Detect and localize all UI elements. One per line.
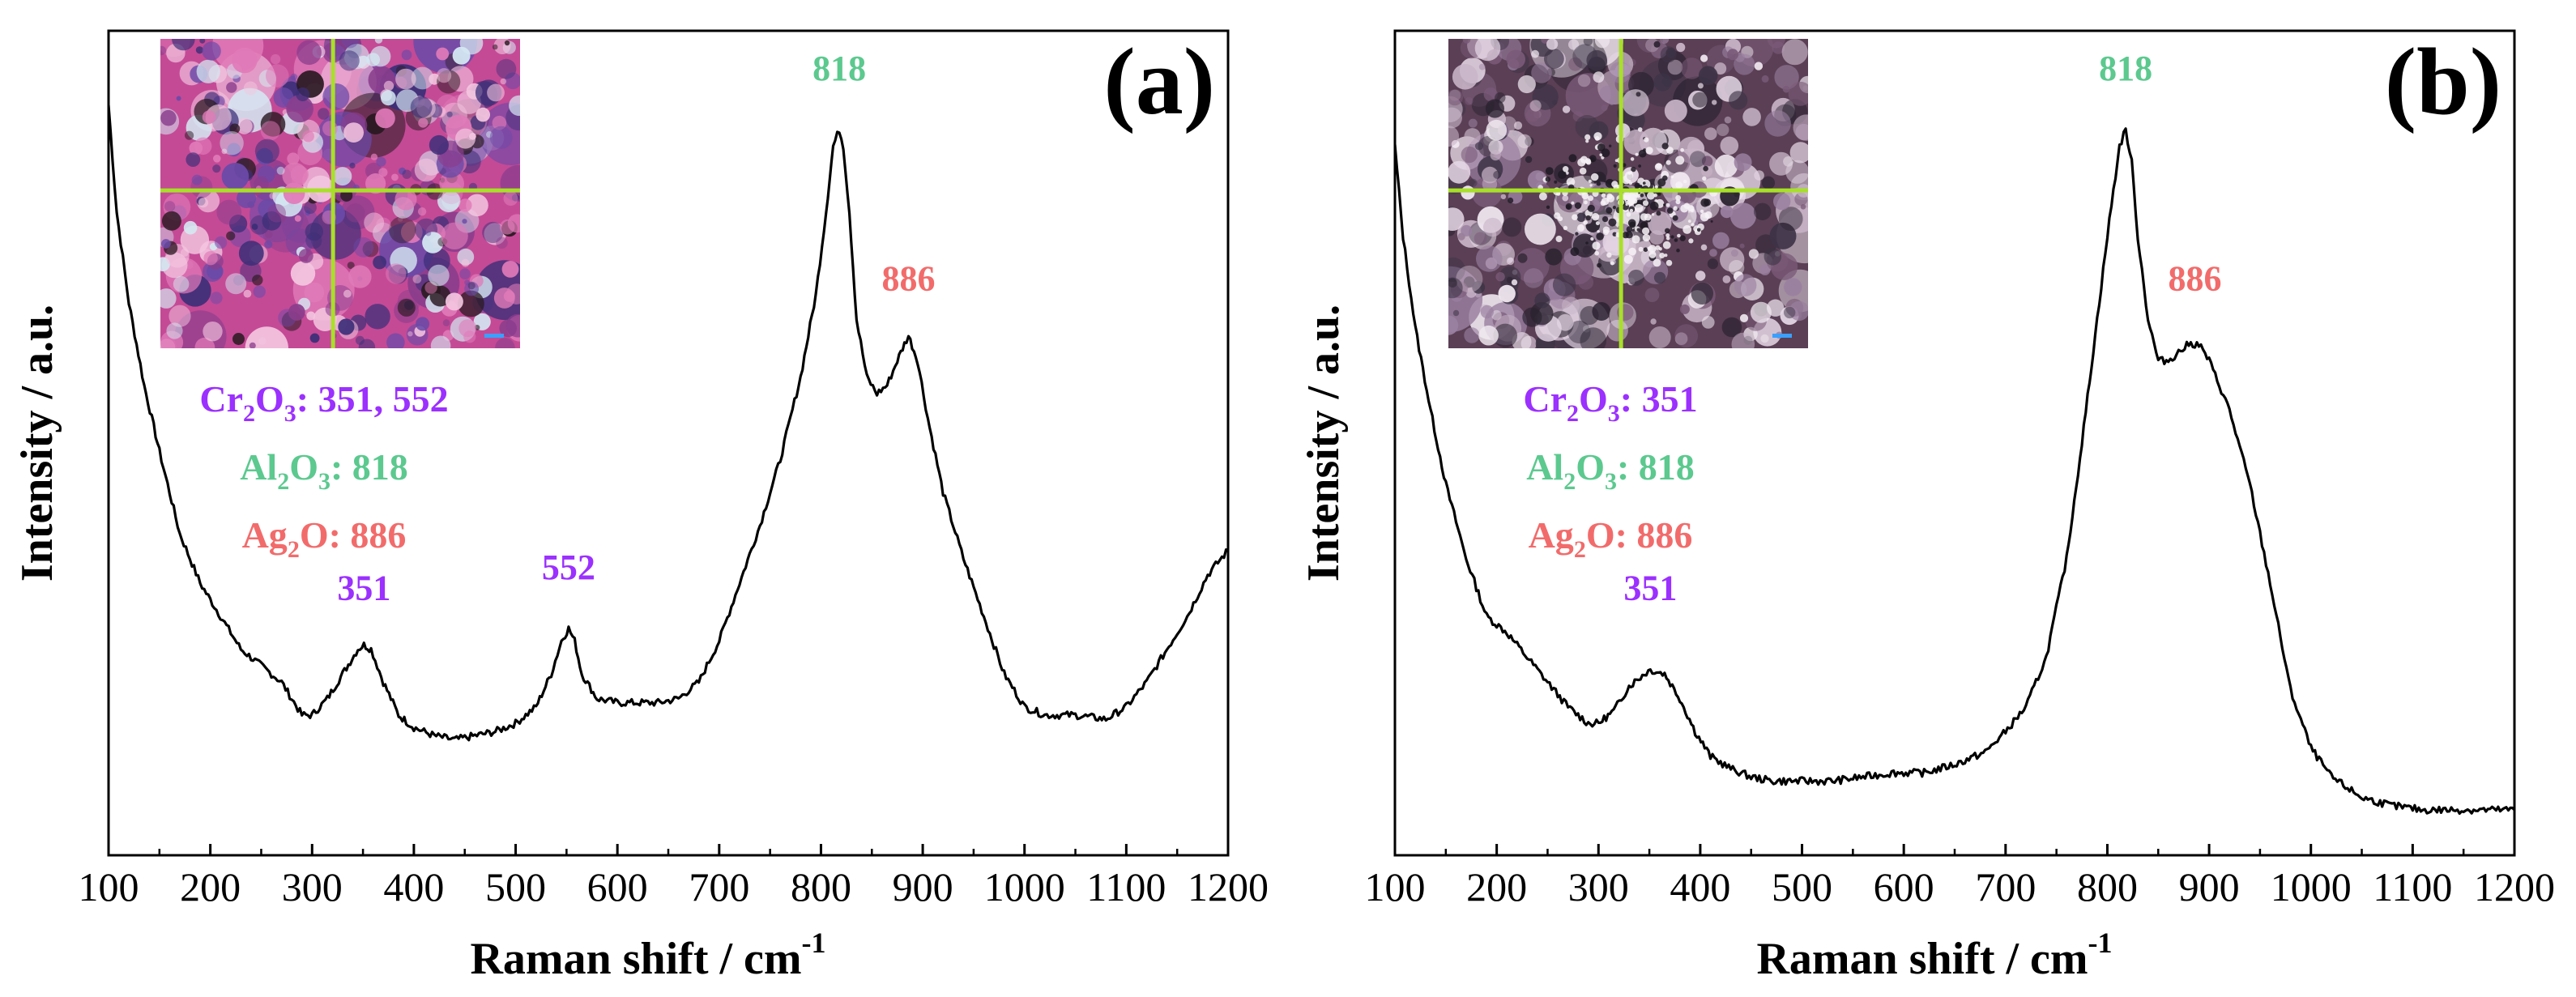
peak-label-886: 886 (882, 259, 936, 299)
inset-micrograph-a (160, 39, 520, 348)
x-tick-label: 300 (282, 864, 343, 910)
x-tick-label: 400 (383, 864, 444, 910)
x-tick-label: 500 (485, 864, 546, 910)
x-tick-label: 1100 (1086, 864, 1166, 910)
x-axis-title-sup-a: -1 (802, 927, 826, 959)
legend-entry: Al2O3: 818 (240, 446, 408, 495)
x-tick-label: 200 (180, 864, 241, 910)
peak-label-886: 886 (2169, 259, 2222, 299)
peak-labels-a: 351 552 818 886 (337, 49, 935, 607)
panel-a: 100 200 300 400 500 600 700 800 900 1000 1100 1200 … (12, 28, 1269, 984)
x-tick-label: 800 (2077, 864, 2138, 910)
scale-bar (484, 334, 504, 338)
x-tick-label: 600 (1874, 864, 1934, 910)
x-tick-label: 1200 (1188, 864, 1269, 910)
x-tick-label: 1000 (984, 864, 1065, 910)
panel-b: 100 200 300 400 500 600 700 800 900 1000 1100 1200 … (1299, 28, 2555, 984)
legend-entry: Cr2O3: 351 (1523, 378, 1697, 427)
legend-a: Cr2O3: 351, 552 Al2O3: 818 Ag2O: 886 (199, 378, 448, 563)
x-tick-label: 100 (79, 864, 139, 910)
peak-label-818: 818 (2099, 49, 2152, 88)
peak-labels-b: 351 818 886 (1623, 49, 2221, 607)
peak-label-552: 552 (542, 547, 595, 587)
x-ticks-b: 100 200 300 400 500 600 700 800 900 1000 1100 1200 (1365, 844, 2555, 910)
inset-micrograph-b (1448, 39, 1808, 348)
x-tick-label: 500 (1772, 864, 1832, 910)
x-tick-label: 300 (1568, 864, 1629, 910)
x-axis-title-a: Raman shift / cm-1 (470, 927, 825, 984)
x-tick-label: 700 (1975, 864, 2036, 910)
x-axis-title-text-a: Raman shift / cm (470, 934, 801, 984)
peak-label-351: 351 (337, 568, 390, 607)
y-axis-title-b: Intensity / a.u. (1299, 305, 1349, 582)
scale-bar (1772, 334, 1792, 338)
legend-entry: Cr2O3: 351, 552 (199, 378, 448, 427)
panel-label-a: (a) (1103, 28, 1215, 134)
spectrum-line-b (1395, 127, 2514, 816)
x-tick-label: 800 (791, 864, 851, 910)
x-ticks-a: 100 200 300 400 500 600 700 800 900 1000 1100 1200 (79, 844, 1269, 910)
legend-entry: Al2O3: 818 (1526, 446, 1695, 495)
panel-label-b: (b) (2385, 28, 2501, 134)
legend-entry: Ag2O: 886 (1529, 514, 1693, 563)
peak-label-351: 351 (1623, 568, 1677, 607)
spectrum-b (1395, 127, 2514, 816)
peak-label-818: 818 (812, 49, 866, 88)
spectrum-a (109, 104, 1228, 742)
x-tick-label: 1000 (2271, 864, 2352, 910)
x-tick-label: 100 (1365, 864, 1426, 910)
x-tick-label: 700 (689, 864, 749, 910)
legend-b: Cr2O3: 351 Al2O3: 818 Ag2O: 886 (1523, 378, 1697, 563)
x-tick-label: 1200 (2474, 864, 2555, 910)
y-axis-title-a: Intensity / a.u. (12, 305, 62, 582)
x-tick-label: 1100 (2373, 864, 2452, 910)
x-axis-title-sup-b: -1 (2088, 927, 2113, 959)
x-tick-label: 600 (587, 864, 648, 910)
x-tick-label: 900 (893, 864, 953, 910)
x-axis-title-b: Raman shift / cm-1 (1756, 927, 2112, 984)
spectrum-line-a (109, 104, 1228, 742)
x-axis-title-text-b: Raman shift / cm (1756, 934, 2088, 984)
x-tick-label: 400 (1670, 864, 1730, 910)
x-tick-label: 900 (2179, 864, 2240, 910)
legend-entry: Ag2O: 886 (242, 514, 407, 563)
x-tick-label: 200 (1466, 864, 1527, 910)
